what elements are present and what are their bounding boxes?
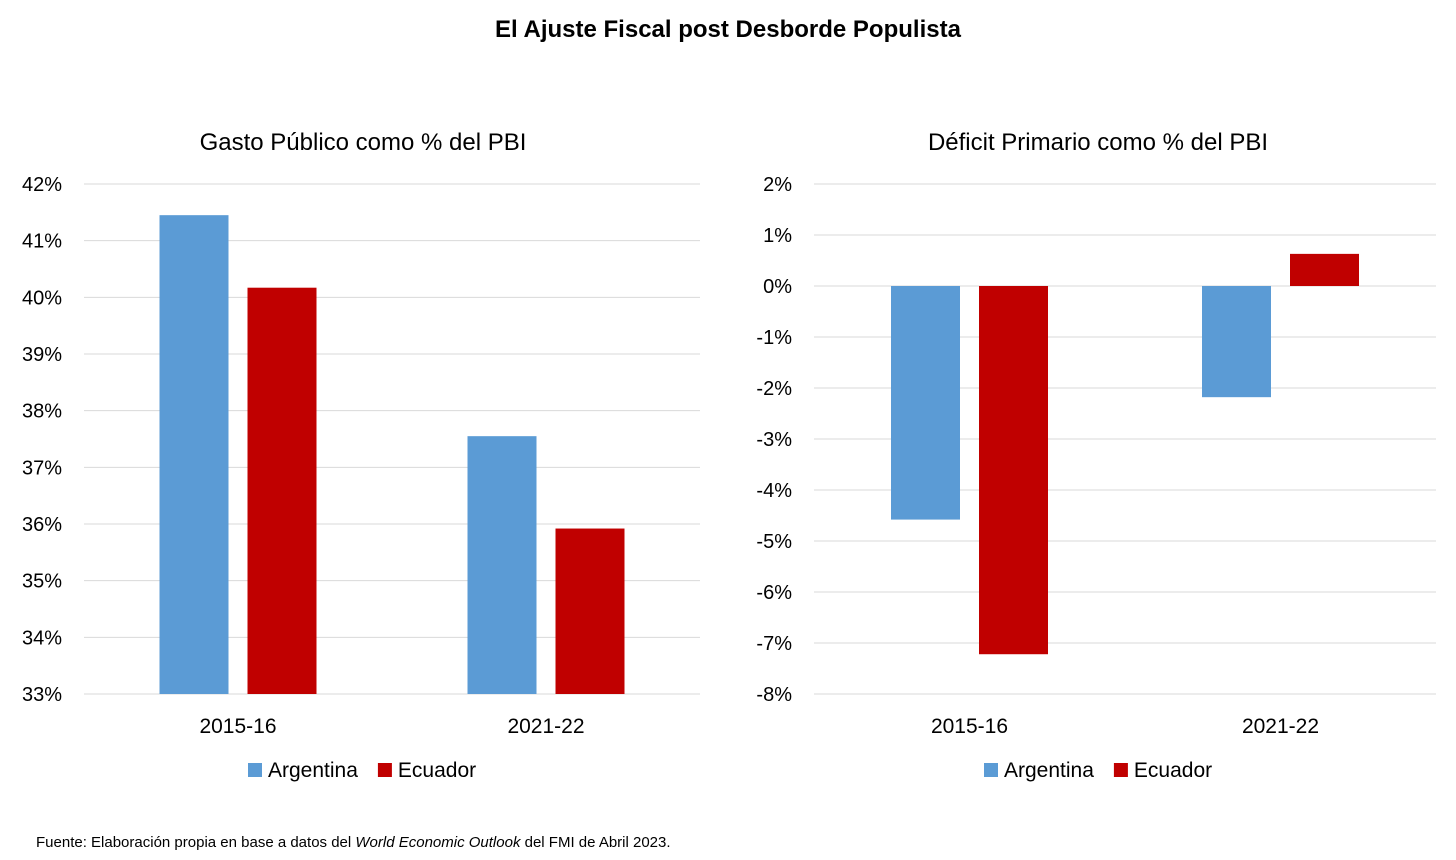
bar-argentina-2021-22	[1202, 286, 1271, 398]
legend-label-ecuador: Ecuador	[398, 759, 476, 782]
chart-deficit-primario: Déficit Primario como % del PBI -8% -7% -6%…	[756, 129, 1436, 782]
chart-title: Déficit Primario como % del PBI	[928, 129, 1268, 156]
y-tick-label: 42%	[22, 174, 62, 196]
y-tick-label: -2%	[756, 378, 792, 400]
legend-swatch-argentina	[984, 763, 998, 777]
bar-ecuador-2015-16	[247, 287, 317, 694]
legend-swatch-ecuador	[1113, 763, 1128, 777]
y-tick-label: 0%	[763, 276, 792, 298]
bar-argentina-2021-22	[467, 436, 537, 694]
y-tick-label: 33%	[22, 684, 62, 706]
y-tick-label: -5%	[756, 531, 792, 553]
source-note: Fuente: Elaboración propia en base a dat…	[36, 834, 671, 851]
chart-gasto-publico: Gasto Público como % del PBI 33% 34% 35% 36%…	[22, 129, 700, 782]
y-tick-label: 2%	[763, 174, 792, 196]
y-tick-label: 41%	[22, 231, 62, 253]
y-tick-label: -6%	[756, 582, 792, 604]
y-tick-label: -8%	[756, 684, 792, 706]
page-title: El Ajuste Fiscal post Desborde Populista	[495, 16, 961, 43]
y-tick-label: -3%	[756, 429, 792, 451]
bar-ecuador-2015-16	[979, 286, 1048, 655]
chart-title: Gasto Público como % del PBI	[200, 129, 527, 156]
y-tick-label: 1%	[763, 225, 792, 247]
x-tick-label: 2021-22	[507, 715, 584, 738]
bar-argentina-2015-16	[891, 286, 960, 520]
y-tick-label: 35%	[22, 571, 62, 593]
x-tick-label: 2015-16	[199, 715, 276, 738]
legend-label-argentina: Argentina	[268, 759, 358, 782]
legend-swatch-argentina	[248, 763, 262, 777]
legend-swatch-ecuador	[377, 763, 392, 777]
y-tick-label: -1%	[756, 327, 792, 349]
bar-argentina-2015-16	[159, 215, 229, 694]
source-prefix: Fuente: Elaboración propia en base a dat…	[36, 834, 356, 851]
legend-label-ecuador: Ecuador	[1134, 759, 1212, 782]
bar-ecuador-2021-22	[555, 528, 625, 694]
y-tick-label: 38%	[22, 401, 62, 423]
y-tick-label: -7%	[756, 633, 792, 655]
bar-ecuador-2021-22	[1290, 253, 1359, 286]
y-tick-label: 39%	[22, 344, 62, 366]
x-tick-label: 2021-22	[1242, 715, 1319, 738]
source-suffix: del FMI de Abril 2023.	[520, 834, 671, 851]
y-tick-label: 40%	[22, 287, 62, 309]
y-tick-label: 37%	[22, 457, 62, 479]
source-italic: World Economic Outlook	[355, 834, 521, 851]
y-tick-label: -4%	[756, 480, 792, 502]
y-tick-label: 34%	[22, 627, 62, 649]
y-tick-label: 36%	[22, 514, 62, 536]
x-tick-label: 2015-16	[931, 715, 1008, 738]
legend-label-argentina: Argentina	[1004, 759, 1094, 782]
